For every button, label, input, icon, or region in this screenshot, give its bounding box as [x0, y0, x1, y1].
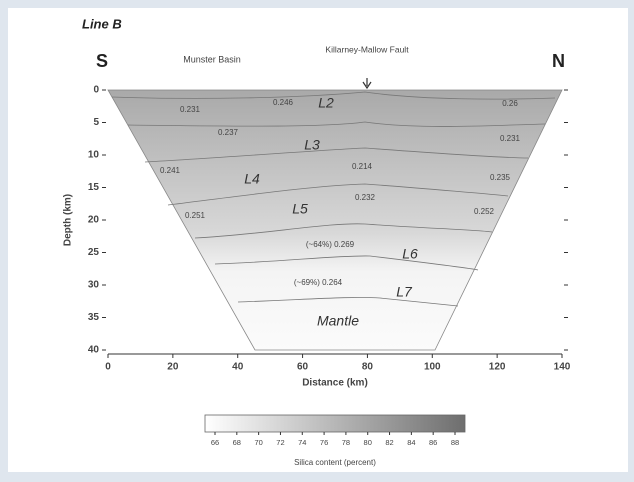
value-label: 0.214 [352, 162, 373, 171]
x-tick-label: 0 [105, 362, 111, 373]
value-label: 0.231 [500, 134, 521, 143]
colorbar-tick-label: 74 [298, 438, 306, 447]
layer-boundary [194, 223, 493, 239]
x-tick-label: 120 [489, 362, 506, 373]
y-tick-label: 10 [88, 150, 100, 161]
value-label: 0.231 [180, 105, 201, 114]
colorbar-tick-label: 88 [451, 438, 459, 447]
y-tick-label: 0 [93, 85, 99, 96]
value-label: 0.241 [160, 166, 181, 175]
colorbar [204, 414, 466, 433]
value-label: 0.251 [185, 211, 206, 220]
left-label: S [96, 51, 108, 71]
value-label: 0.237 [218, 128, 239, 137]
layer-label: L5 [292, 201, 308, 217]
value-label: 0.26 [502, 99, 518, 108]
y-tick-label: 30 [88, 280, 100, 291]
colorbar-tick-label: 72 [276, 438, 284, 447]
right-label: N [552, 51, 565, 71]
layer-label: L2 [318, 95, 334, 111]
layer-label: L4 [244, 171, 260, 187]
layer-boundary [127, 121, 546, 127]
layer-boundary [214, 255, 479, 271]
layer-label: L6 [402, 246, 418, 262]
x-tick-label: 40 [232, 362, 244, 373]
x-tick-label: 80 [362, 362, 374, 373]
fault-arrow [362, 78, 372, 90]
y-tick-label: 25 [88, 247, 100, 258]
colorbar-tick-label: 66 [211, 438, 219, 447]
colorbar-tick-label: 78 [342, 438, 350, 447]
value-label: 0.252 [474, 207, 495, 216]
top-label: Munster Basin [183, 54, 241, 64]
top-label: Killarney-Mallow Fault [325, 44, 409, 54]
y-axis-label: Depth (km) [63, 194, 74, 246]
layer-boundary [237, 297, 459, 307]
title: Line B [82, 16, 122, 31]
colorbar-tick-label: 86 [429, 438, 437, 447]
y-tick-label: 20 [88, 215, 100, 226]
colorbar-tick-label: 82 [385, 438, 393, 447]
layer-boundary [111, 91, 556, 100]
value-label: 0.235 [490, 173, 511, 182]
x-axis-label: Distance (km) [302, 378, 368, 389]
colorbar-label: Silica content (percent) [294, 458, 376, 467]
y-tick-label: 5 [93, 117, 99, 128]
colorbar-tick-label: 70 [254, 438, 262, 447]
value-label: 0.246 [273, 98, 294, 107]
value-label: 0.232 [355, 193, 376, 202]
section [107, 89, 563, 351]
value-label: (~69%) 0.264 [294, 278, 343, 287]
layer-label: L7 [396, 284, 413, 300]
colorbar-tick-label: 68 [233, 438, 241, 447]
colorbar-tick-label: 84 [407, 438, 415, 447]
x-tick-label: 140 [554, 362, 571, 373]
x-tick-label: 100 [424, 362, 441, 373]
layer-label: L3 [304, 137, 320, 153]
y-tick-label: 15 [88, 182, 100, 193]
layer-boundary [144, 147, 529, 163]
colorbar-tick-label: 80 [364, 438, 372, 447]
layer-label: Mantle [317, 313, 359, 329]
value-label: (~64%) 0.269 [306, 240, 355, 249]
x-tick-label: 60 [297, 362, 309, 373]
x-tick-label: 20 [167, 362, 179, 373]
layer-boundary [167, 183, 509, 206]
y-tick-label: 35 [88, 312, 100, 323]
y-tick-label: 40 [88, 345, 100, 356]
colorbar-tick-label: 76 [320, 438, 328, 447]
